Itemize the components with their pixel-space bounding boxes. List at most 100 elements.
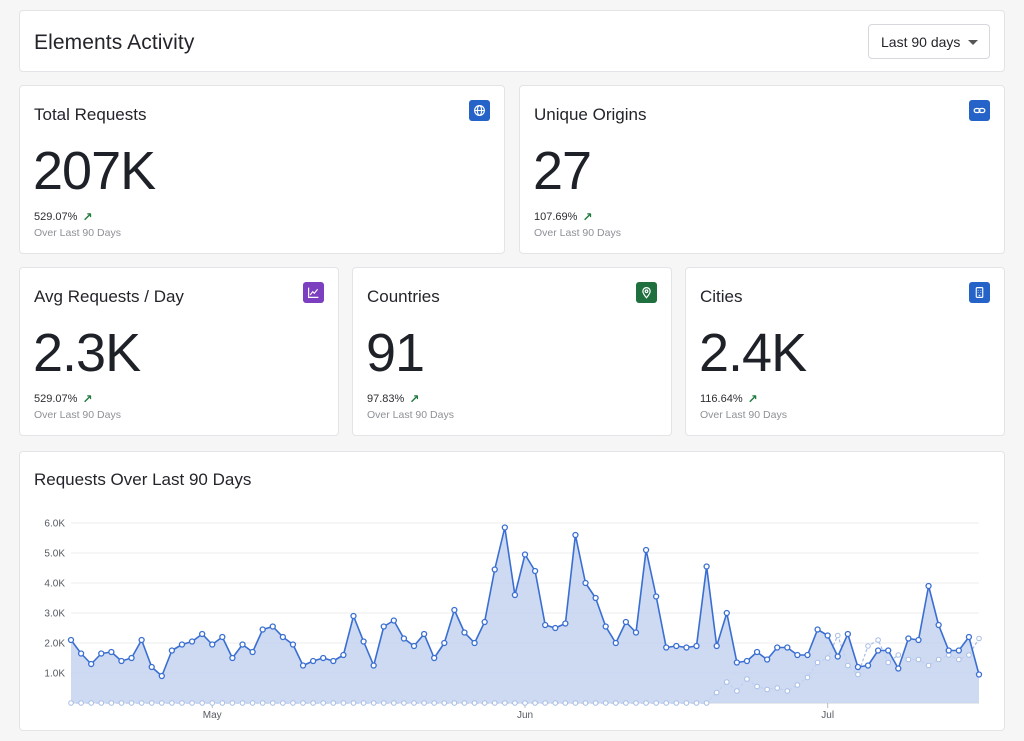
requests-point bbox=[794, 651, 801, 659]
stat-value: 27 bbox=[533, 141, 592, 201]
requests-point bbox=[844, 630, 851, 638]
requests-point bbox=[632, 629, 640, 636]
comparison-point bbox=[118, 700, 125, 706]
requests-point bbox=[824, 632, 831, 639]
comparison-point bbox=[966, 652, 972, 658]
comparison-point bbox=[98, 700, 105, 706]
comparison-point bbox=[502, 700, 508, 706]
map-pin-icon bbox=[636, 282, 657, 303]
stat-value: 2.3K bbox=[33, 323, 141, 383]
comparison-point bbox=[269, 700, 276, 706]
stat-subtitle: Over Last 90 Days bbox=[700, 409, 787, 421]
comparison-point bbox=[713, 689, 720, 696]
requests-point bbox=[219, 633, 226, 641]
trend-up-icon: ↗ bbox=[82, 392, 93, 406]
requests-point bbox=[279, 633, 287, 641]
comparison-point bbox=[814, 659, 821, 666]
comparison-point bbox=[976, 635, 982, 642]
comparison-point bbox=[845, 662, 851, 669]
requests-point bbox=[138, 636, 145, 644]
y-tick-label: 5.0K bbox=[44, 549, 65, 560]
comparison-point bbox=[925, 662, 932, 669]
comparison-point bbox=[380, 700, 387, 706]
requests-point bbox=[370, 662, 377, 669]
requests-point bbox=[511, 591, 519, 599]
requests-point bbox=[612, 639, 619, 647]
comparison-point bbox=[370, 700, 377, 706]
comparison-point bbox=[522, 700, 528, 706]
date-range-select[interactable]: Last 90 days bbox=[868, 24, 990, 59]
requests-point bbox=[108, 648, 115, 656]
comparison-point bbox=[613, 700, 619, 706]
requests-point bbox=[501, 524, 508, 531]
requests-point bbox=[400, 635, 408, 642]
stat-change: 116.64% ↗ bbox=[700, 392, 758, 406]
requests-point bbox=[552, 624, 559, 632]
comparison-point bbox=[956, 656, 962, 663]
comparison-point bbox=[108, 700, 115, 706]
x-tick-label: May bbox=[203, 710, 222, 721]
requests-point bbox=[158, 672, 165, 680]
requests-point bbox=[713, 642, 720, 650]
comparison-point bbox=[784, 688, 791, 694]
comparison-point bbox=[148, 700, 155, 706]
requests-chart-card: Requests Over Last 90 Days 1.0K 2.0K 3.0K 4… bbox=[19, 451, 1005, 731]
comparison-point bbox=[78, 700, 84, 706]
comparison-point bbox=[401, 700, 407, 706]
building-icon bbox=[969, 282, 990, 303]
stat-value: 207K bbox=[33, 141, 156, 201]
comparison-point bbox=[290, 700, 296, 706]
comparison-point bbox=[249, 700, 256, 706]
requests-point bbox=[572, 531, 579, 539]
comparison-point bbox=[310, 700, 316, 706]
trend-up-icon: ↗ bbox=[82, 210, 93, 224]
requests-point bbox=[622, 618, 630, 626]
comparison-point bbox=[421, 700, 427, 706]
stat-change: 529.07% ↗ bbox=[34, 392, 93, 406]
y-tick-label: 2.0K bbox=[44, 639, 65, 650]
requests-point bbox=[784, 644, 791, 651]
requests-point bbox=[461, 629, 468, 636]
requests-point bbox=[98, 650, 105, 657]
stat-value: 91 bbox=[366, 323, 425, 383]
requests-point bbox=[420, 630, 428, 638]
y-tick-label: 4.0K bbox=[44, 579, 65, 590]
requests-point bbox=[309, 657, 317, 665]
comparison-point bbox=[411, 700, 417, 706]
requests-point bbox=[451, 606, 458, 614]
comparison-point bbox=[441, 700, 448, 706]
comparison-point bbox=[128, 700, 135, 706]
caret-down-icon bbox=[968, 40, 978, 45]
comparison-point bbox=[199, 700, 205, 706]
comparison-point bbox=[330, 700, 337, 706]
requests-point bbox=[743, 657, 751, 665]
stat-change: 107.69% ↗ bbox=[534, 210, 593, 224]
comparison-point bbox=[542, 700, 548, 706]
y-tick-label: 1.0K bbox=[44, 669, 65, 680]
requests-area-chart[interactable]: 1.0K 2.0K 3.0K 4.0K 5.0K 6.0K May Jun Jul bbox=[20, 452, 1004, 730]
requests-area-fill bbox=[71, 527, 979, 703]
comparison-point bbox=[481, 700, 488, 706]
comparison-point bbox=[491, 700, 498, 706]
comparison-point bbox=[88, 700, 94, 706]
comparison-point bbox=[582, 700, 589, 706]
comparison-point bbox=[169, 700, 175, 706]
requests-point bbox=[925, 582, 932, 590]
comparison-point bbox=[905, 656, 912, 663]
comparison-point bbox=[512, 700, 518, 706]
requests-point bbox=[481, 618, 488, 626]
comparison-point bbox=[562, 700, 569, 706]
comparison-point bbox=[693, 700, 700, 706]
comparison-point bbox=[461, 700, 468, 706]
header-card: Elements Activity Last 90 days bbox=[19, 10, 1005, 72]
requests-point bbox=[774, 644, 781, 651]
stat-change: 97.83% ↗ bbox=[367, 392, 420, 406]
requests-point bbox=[895, 665, 902, 672]
comparison-point bbox=[744, 676, 750, 682]
comparison-point bbox=[592, 700, 599, 706]
line-chart-icon bbox=[303, 282, 324, 303]
requests-point bbox=[733, 659, 741, 666]
comparison-point bbox=[219, 700, 226, 706]
comparison-point bbox=[734, 688, 740, 694]
requests-point bbox=[299, 662, 307, 669]
